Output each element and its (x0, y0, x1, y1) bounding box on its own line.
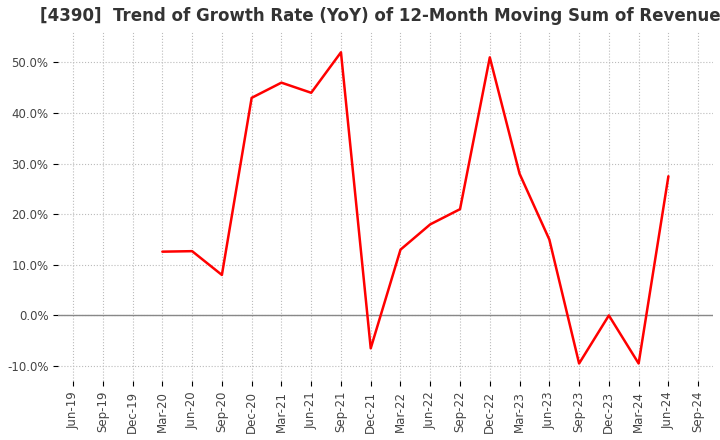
Title: [4390]  Trend of Growth Rate (YoY) of 12-Month Moving Sum of Revenues: [4390] Trend of Growth Rate (YoY) of 12-… (40, 7, 720, 25)
